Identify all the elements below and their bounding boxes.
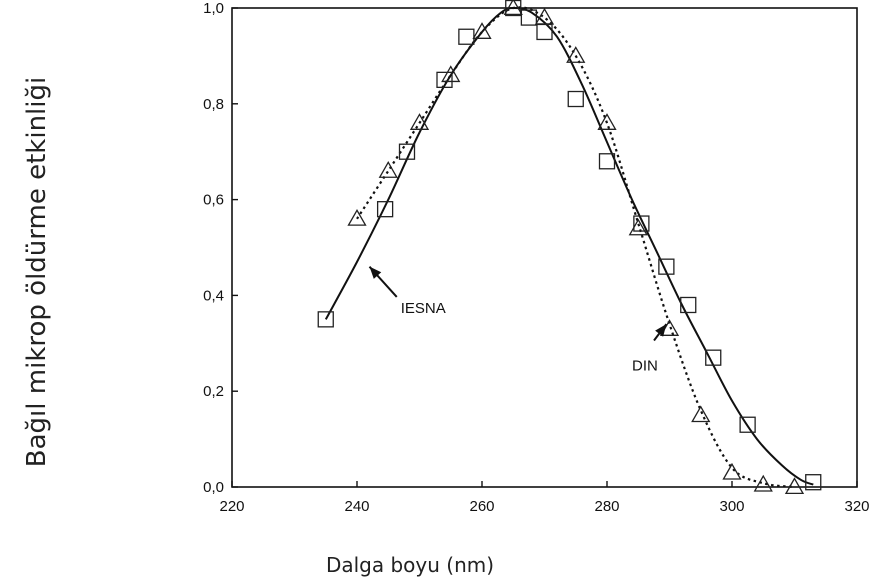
x-tick-label: 260 xyxy=(469,498,494,515)
plot-area xyxy=(231,7,858,488)
x-tick-label: 320 xyxy=(844,498,869,515)
data-point-square xyxy=(436,71,453,88)
x-tick-label: 240 xyxy=(344,498,369,515)
data-point-triangle xyxy=(566,46,586,63)
data-point-triangle xyxy=(691,405,711,423)
data-point-square xyxy=(805,474,822,491)
x-axis: 220 240 260 280 300 320 xyxy=(219,481,870,515)
data-point-square xyxy=(520,9,538,26)
x-tick-label: 300 xyxy=(719,498,744,515)
series-lines xyxy=(324,6,814,489)
annotation-arrowhead xyxy=(655,324,667,337)
data-point-triangle xyxy=(597,113,617,130)
series-markers xyxy=(317,0,822,495)
y-tick-label: 1,0 xyxy=(203,0,224,17)
x-tick-label: 280 xyxy=(594,498,619,515)
x-axis-title: Dalga boyu (nm) xyxy=(326,553,494,577)
data-point-square xyxy=(658,258,675,275)
data-point-triangle xyxy=(409,113,430,130)
data-point-square xyxy=(633,215,650,232)
data-point-triangle xyxy=(534,7,555,25)
data-point-square xyxy=(739,416,756,433)
data-point-triangle xyxy=(628,218,648,236)
annotation-label-iesna: IESNA xyxy=(401,300,446,317)
y-axis: 0,0 0,2 0,4 0,6 0,8 1,0 xyxy=(203,0,238,496)
data-point-triangle xyxy=(347,208,367,226)
data-point-triangle xyxy=(784,477,805,495)
annotations: IESNA DIN xyxy=(368,265,668,374)
data-point-triangle xyxy=(472,22,492,39)
y-tick-label: 0,4 xyxy=(203,287,224,304)
data-point-square xyxy=(317,311,334,328)
data-point-square xyxy=(598,153,616,170)
x-tick-label: 220 xyxy=(219,498,244,515)
y-tick-label: 0,6 xyxy=(203,192,224,209)
data-point-square xyxy=(567,90,584,108)
data-point-triangle xyxy=(378,161,398,178)
data-point-square xyxy=(705,349,722,366)
data-point-triangle xyxy=(753,474,773,492)
data-point-square xyxy=(398,143,416,160)
data-point-triangle xyxy=(441,65,461,83)
data-point-triangle xyxy=(503,0,523,16)
y-tick-label: 0,8 xyxy=(203,96,224,113)
data-point-square xyxy=(680,296,697,314)
y-axis-title: Bağıl mikrop öldürme etkinliği xyxy=(22,77,52,467)
y-tick-label: 0,2 xyxy=(203,383,224,400)
series-line-iesna xyxy=(324,6,814,486)
y-tick-label: 0,0 xyxy=(203,479,224,496)
annotation-label-din: DIN xyxy=(632,357,658,374)
data-point-triangle xyxy=(722,462,742,480)
annotation-arrowhead xyxy=(369,266,382,279)
data-point-square xyxy=(376,201,394,218)
